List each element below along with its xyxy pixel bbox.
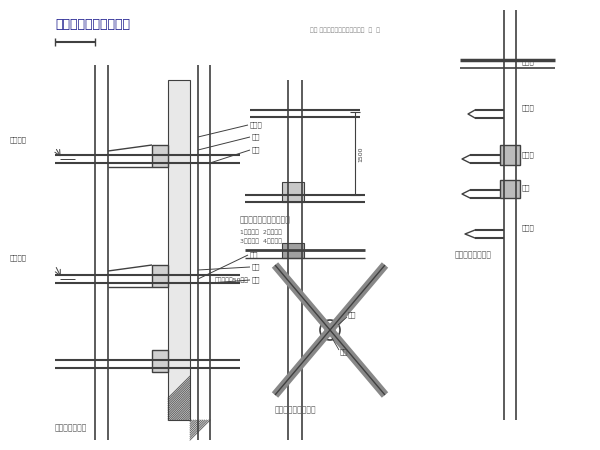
Text: 间隔兰杆与洁面板之间图: 间隔兰杆与洁面板之间图: [240, 216, 291, 225]
Text: 弹展片: 弹展片: [522, 152, 535, 158]
Bar: [152, 265, 168, 287]
Text: 下弹片: 下弹片: [522, 225, 535, 231]
Text: 剪刀撑扣管接节点图: 剪刀撑扣管接节点图: [275, 405, 317, 414]
Bar: [500, 145, 520, 165]
Circle shape: [325, 325, 335, 335]
Text: 平面图，双向卡接: 平面图，双向卡接: [455, 251, 492, 260]
Text: 3－洁面板  4－内层杆: 3－洁面板 4－内层杆: [240, 238, 282, 244]
Text: 外墙: 外墙: [250, 252, 259, 258]
Text: 达长钙管: 达长钙管: [10, 255, 27, 261]
Text: 钙管: 钙管: [252, 277, 260, 284]
Text: 钙管: 钙管: [252, 147, 260, 153]
Bar: [500, 180, 520, 198]
Text: 立杆、大横杆接头位置: 立杆、大横杆接头位置: [55, 18, 130, 32]
Text: 帪木: 帪木: [252, 264, 260, 270]
Bar: [282, 182, 304, 202]
Text: 结构: 结构: [340, 349, 349, 356]
Text: 木横杆内洰50方管: 木横杆内洰50方管: [215, 277, 249, 283]
Bar: [168, 80, 190, 420]
Text: 1－上层杆  2－外层杆: 1－上层杆 2－外层杆: [240, 229, 282, 235]
Bar: [282, 243, 304, 258]
Text: 1500: 1500: [358, 146, 363, 162]
Text: 上捆杆: 上捆杆: [522, 58, 535, 65]
Text: 锁帽: 锁帽: [348, 312, 356, 318]
Text: 弹片: 弹片: [522, 184, 530, 191]
Text: 高弹片: 高弹片: [522, 105, 535, 111]
Text: 刚性固定平镜图: 刚性固定平镜图: [55, 423, 88, 432]
Text: 结构口: 结构口: [250, 122, 263, 128]
Text: 达长钙管: 达长钙管: [10, 137, 27, 143]
Bar: [152, 145, 168, 167]
Text: 帪木: 帪木: [252, 134, 260, 140]
Bar: [152, 350, 168, 372]
Text: 图集 混凝土护栏加固施工安装图  第  张: 图集 混凝土护栏加固施工安装图 第 张: [310, 27, 380, 33]
